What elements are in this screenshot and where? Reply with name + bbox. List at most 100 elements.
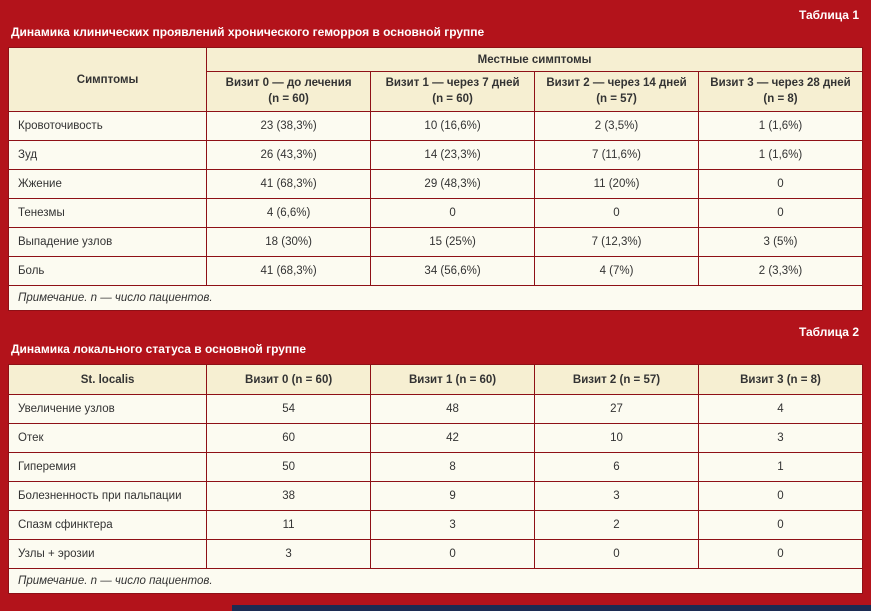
visit-title: Визит 3 — через 28 дней bbox=[710, 76, 851, 89]
table-row: Спазм сфинктера 11 3 2 0 bbox=[7, 510, 864, 540]
value-cell: 10 bbox=[534, 423, 699, 453]
value-cell: 15 (25%) bbox=[370, 227, 536, 257]
table-row: Выпадение узлов 18 (30%) 15 (25%) 7 (12,… bbox=[7, 227, 864, 257]
value-cell: 0 bbox=[370, 198, 536, 228]
table1-header-group: Местные симптомы bbox=[206, 47, 863, 72]
value-cell: 18 (30%) bbox=[206, 227, 372, 257]
value-cell: 38 bbox=[206, 481, 372, 511]
table2-header-visit-0: Визит 0 (n = 60) bbox=[206, 364, 372, 395]
visit-n: (n = 60) bbox=[268, 92, 309, 105]
table-row: Зуд 26 (43,3%) 14 (23,3%) 7 (11,6%) 1 (1… bbox=[7, 140, 864, 170]
bottom-edge-bar bbox=[232, 605, 871, 611]
value-cell: 0 bbox=[534, 198, 699, 228]
table-row: Боль 41 (68,3%) 34 (56,6%) 4 (7%) 2 (3,3… bbox=[7, 256, 864, 286]
value-cell: 4 bbox=[697, 394, 864, 424]
value-cell: 7 (11,6%) bbox=[534, 140, 699, 170]
value-cell: 42 bbox=[370, 423, 536, 453]
table-row: Болезненность при пальпации 38 9 3 0 bbox=[7, 481, 864, 511]
table1-header-row-2: Визит 0 — до лечения (n = 60) Визит 1 — … bbox=[9, 71, 864, 112]
table2-corner-label: Таблица 2 bbox=[798, 325, 859, 339]
value-cell: 14 (23,3%) bbox=[370, 140, 536, 170]
table2-header-row: St. localis Визит 0 (n = 60) Визит 1 (n … bbox=[7, 364, 864, 395]
visit-title: Визит 0 — до лечения bbox=[225, 76, 352, 89]
value-cell: 11 bbox=[206, 510, 372, 540]
table2-note-row: Примечание. n — число пациентов. bbox=[8, 568, 863, 594]
value-cell: 7 (12,3%) bbox=[534, 227, 699, 257]
row-label: Тенезмы bbox=[7, 198, 208, 228]
table1-note: Примечание. n — число пациентов. bbox=[8, 285, 863, 311]
value-cell: 0 bbox=[697, 481, 864, 511]
value-cell: 0 bbox=[697, 510, 864, 540]
table1-header-visit-2: Визит 2 — через 14 дней (n = 57) bbox=[534, 71, 699, 112]
value-cell: 3 (5%) bbox=[697, 227, 864, 257]
value-cell: 10 (16,6%) bbox=[370, 111, 536, 141]
value-cell: 41 (68,3%) bbox=[206, 169, 372, 199]
visit-title: Визит 2 — через 14 дней bbox=[546, 76, 687, 89]
value-cell: 1 bbox=[697, 452, 864, 482]
table2-note: Примечание. n — число пациентов. bbox=[8, 568, 863, 594]
row-label: Зуд bbox=[7, 140, 208, 170]
visit-n: (n = 8) bbox=[763, 92, 798, 105]
table2-header-visit-3: Визит 3 (n = 8) bbox=[697, 364, 864, 395]
table-2: St. localis Визит 0 (n = 60) Визит 1 (n … bbox=[7, 364, 864, 594]
table-row: Жжение 41 (68,3%) 29 (48,3%) 11 (20%) 0 bbox=[7, 169, 864, 199]
row-label: Узлы + эрозии bbox=[7, 539, 208, 569]
value-cell: 23 (38,3%) bbox=[206, 111, 372, 141]
row-label: Спазм сфинктера bbox=[7, 510, 208, 540]
value-cell: 50 bbox=[206, 452, 372, 482]
row-label: Гиперемия bbox=[7, 452, 208, 482]
value-cell: 2 (3,5%) bbox=[534, 111, 699, 141]
row-label: Боль bbox=[7, 256, 208, 286]
table2-title: Динамика локального статуса в основной г… bbox=[11, 342, 307, 356]
value-cell: 11 (20%) bbox=[534, 169, 699, 199]
value-cell: 48 bbox=[370, 394, 536, 424]
table1-corner-label: Таблица 1 bbox=[798, 8, 859, 22]
table2-header-visit-2: Визит 2 (n = 57) bbox=[534, 364, 699, 395]
row-label: Кровоточивость bbox=[7, 111, 208, 141]
value-cell: 0 bbox=[697, 169, 864, 199]
visit-n: (n = 57) bbox=[596, 92, 637, 105]
table-1: Симптомы Местные симптомы Визит 0 — до л… bbox=[7, 47, 864, 311]
value-cell: 41 (68,3%) bbox=[206, 256, 372, 286]
table1-note-row: Примечание. n — число пациентов. bbox=[8, 285, 863, 311]
table2-header-st-localis: St. localis bbox=[7, 364, 208, 395]
table-row: Увеличение узлов 54 48 27 4 bbox=[7, 394, 864, 424]
row-label: Выпадение узлов bbox=[7, 227, 208, 257]
table-row: Отек 60 42 10 3 bbox=[7, 423, 864, 453]
row-label: Отек bbox=[7, 423, 208, 453]
table2-header-visit-1: Визит 1 (n = 60) bbox=[370, 364, 536, 395]
table1-header-row-1: Симптомы Местные симптомы bbox=[7, 47, 863, 112]
value-cell: 34 (56,6%) bbox=[370, 256, 536, 286]
table-row: Гиперемия 50 8 6 1 bbox=[7, 452, 864, 482]
value-cell: 54 bbox=[206, 394, 372, 424]
table1-header-visit-3: Визит 3 — через 28 дней (n = 8) bbox=[697, 71, 864, 112]
value-cell: 60 bbox=[206, 423, 372, 453]
table-row: Кровоточивость 23 (38,3%) 10 (16,6%) 2 (… bbox=[7, 111, 864, 141]
value-cell: 27 bbox=[534, 394, 699, 424]
value-cell: 1 (1,6%) bbox=[697, 140, 864, 170]
table-row: Тенезмы 4 (6,6%) 0 0 0 bbox=[7, 198, 864, 228]
section-gap bbox=[8, 311, 863, 323]
value-cell: 2 bbox=[534, 510, 699, 540]
visit-title: Визит 1 — через 7 дней bbox=[385, 76, 520, 89]
row-label: Увеличение узлов bbox=[7, 394, 208, 424]
value-cell: 3 bbox=[534, 481, 699, 511]
value-cell: 1 (1,6%) bbox=[697, 111, 864, 141]
value-cell: 3 bbox=[697, 423, 864, 453]
value-cell: 0 bbox=[697, 539, 864, 569]
table-row: Узлы + эрозии 3 0 0 0 bbox=[7, 539, 864, 569]
value-cell: 2 (3,3%) bbox=[697, 256, 864, 286]
value-cell: 4 (7%) bbox=[534, 256, 699, 286]
value-cell: 3 bbox=[206, 539, 372, 569]
value-cell: 9 bbox=[370, 481, 536, 511]
value-cell: 6 bbox=[534, 452, 699, 482]
value-cell: 8 bbox=[370, 452, 536, 482]
table1-title: Динамика клинических проявлений хроничес… bbox=[11, 25, 485, 39]
row-label: Болезненность при пальпации bbox=[7, 481, 208, 511]
value-cell: 4 (6,6%) bbox=[206, 198, 372, 228]
row-label: Жжение bbox=[7, 169, 208, 199]
value-cell: 29 (48,3%) bbox=[370, 169, 536, 199]
table1-header-visit-0: Визит 0 — до лечения (n = 60) bbox=[206, 71, 372, 112]
value-cell: 3 bbox=[370, 510, 536, 540]
